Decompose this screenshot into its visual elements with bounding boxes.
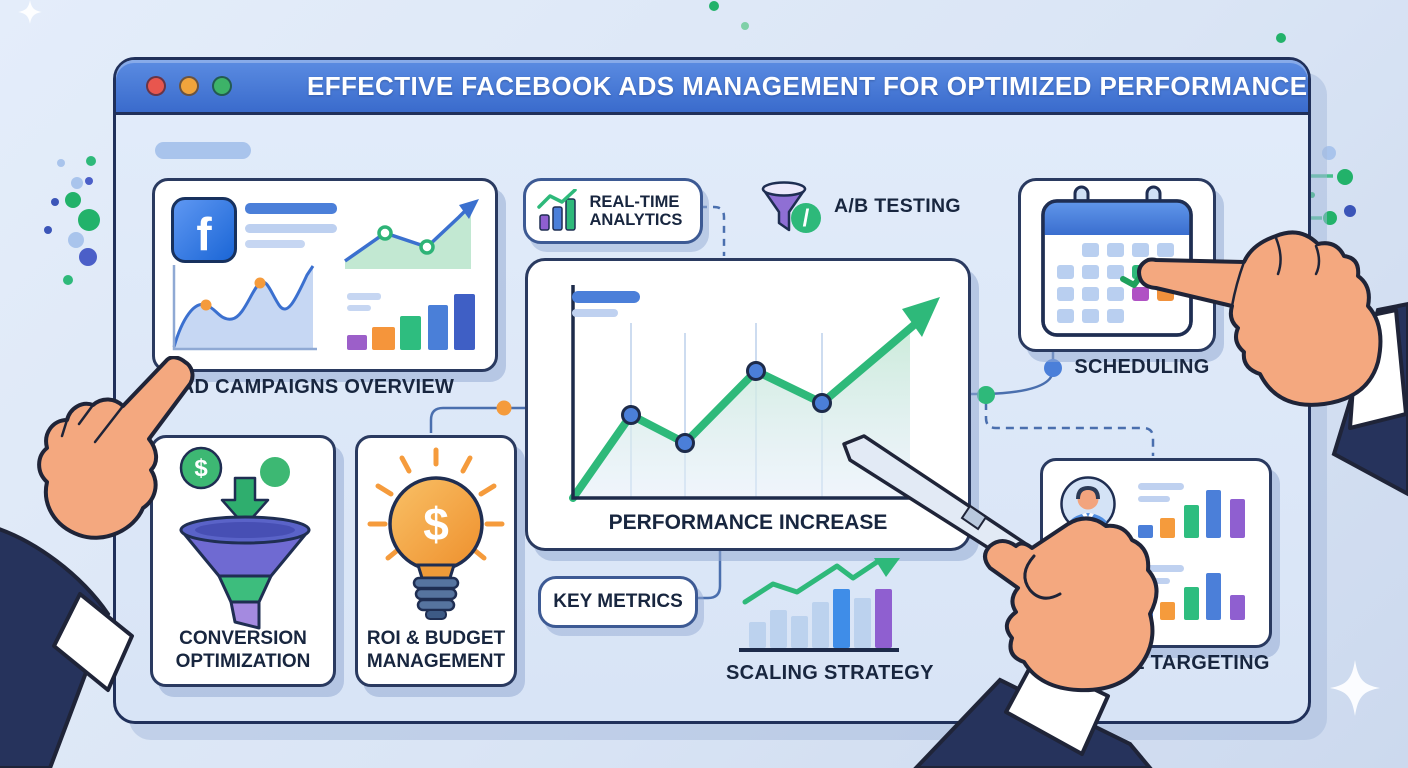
text-placeholder-line <box>1138 496 1170 502</box>
label-conversion-optimization: CONVERSION OPTIMIZATION <box>175 628 311 672</box>
badge-key-metrics[interactable]: KEY METRICS <box>538 576 698 628</box>
window-maximize-button[interactable] <box>212 76 232 96</box>
lightbulb-dollar-icon: $ <box>367 447 505 620</box>
card-scheduling[interactable] <box>1018 178 1216 352</box>
analytics-icon <box>536 189 577 231</box>
window-titlebar: EFFECTIVE FACEBOOK ADS MANAGEMENT FOR OP… <box>116 60 1308 115</box>
page-title: EFFECTIVE FACEBOOK ADS MANAGEMENT FOR OP… <box>307 70 1308 101</box>
calendar-icon <box>1041 185 1193 337</box>
conversion-funnel-icon: $ <box>179 446 311 630</box>
label-real-time-analytics: REAL-TIME ANALYTICS <box>589 192 683 229</box>
card-roi-budget[interactable]: $ ROI & BUDGET MANAGEMENT <box>355 435 517 687</box>
mini-trend-chart-icon <box>343 199 479 269</box>
facebook-logo-icon: f <box>171 197 237 263</box>
label-scaling-strategy: SCALING STRATEGY <box>726 662 934 684</box>
text-placeholder-line <box>1138 565 1184 572</box>
text-placeholder-line <box>245 203 337 214</box>
label-ad-campaigns: AD CAMPAIGNS OVERVIEW <box>179 376 455 398</box>
pointing-hand-right <box>1137 230 1408 497</box>
card-conversion-optimization[interactable]: $ CONVERSION OPTIMIZATION <box>150 435 336 687</box>
toolbar-placeholder-bar <box>155 142 251 159</box>
ab-slash-glyph: / <box>803 205 810 232</box>
label-scheduling: SCHEDULING <box>1074 356 1210 378</box>
label-roi-budget: ROI & BUDGET MANAGEMENT <box>366 628 506 672</box>
segment-bars-male <box>1138 490 1245 538</box>
text-placeholder-line <box>245 224 337 233</box>
ab-testing-funnel-icon: / <box>761 181 821 233</box>
performance-line-chart <box>569 285 944 502</box>
text-placeholder-line <box>1138 483 1184 490</box>
window-close-button[interactable] <box>146 76 166 96</box>
mini-bar-chart-icon <box>347 293 475 350</box>
sparkle-icon <box>1330 660 1380 716</box>
pointing-hand-left <box>0 356 195 768</box>
label-key-metrics: KEY METRICS <box>553 591 683 612</box>
window-minimize-button[interactable] <box>179 76 199 96</box>
mini-line-chart-icon <box>172 265 317 351</box>
facebook-f-glyph: f <box>196 208 212 260</box>
hand-with-pen <box>842 434 1159 768</box>
dollar-glyph: $ <box>194 455 208 482</box>
label-performance-increase: PERFORMANCE INCREASE <box>608 511 888 534</box>
sparkle-icon <box>18 0 42 24</box>
card-performance-chart[interactable]: PERFORMANCE INCREASE <box>525 258 971 551</box>
dollar-glyph: $ <box>423 498 449 550</box>
label-ab-testing: A/B TESTING <box>834 195 961 217</box>
card-ad-campaigns[interactable]: f <box>152 178 498 372</box>
scaling-bar-chart-icon <box>739 558 900 652</box>
badge-real-time-analytics[interactable]: REAL-TIME ANALYTICS <box>523 178 703 244</box>
text-placeholder-line <box>245 240 305 248</box>
